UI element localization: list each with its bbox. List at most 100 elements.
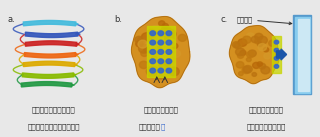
Text: 氷結晶と吸着する: 氷結晶と吸着する	[143, 107, 178, 113]
Circle shape	[236, 48, 245, 56]
Circle shape	[246, 33, 254, 40]
Circle shape	[147, 70, 157, 77]
Circle shape	[252, 62, 260, 68]
Circle shape	[158, 75, 164, 79]
Polygon shape	[295, 17, 310, 93]
Circle shape	[137, 37, 145, 45]
Polygon shape	[132, 17, 190, 88]
Circle shape	[261, 66, 270, 74]
Circle shape	[257, 62, 262, 66]
Circle shape	[236, 62, 244, 68]
Circle shape	[255, 39, 261, 44]
Circle shape	[138, 40, 148, 48]
Circle shape	[274, 40, 279, 44]
Circle shape	[248, 50, 256, 57]
Circle shape	[243, 36, 251, 43]
Circle shape	[148, 66, 158, 75]
Text: c.: c.	[220, 15, 227, 24]
Polygon shape	[25, 41, 77, 46]
Circle shape	[148, 45, 157, 52]
Polygon shape	[147, 26, 175, 77]
Circle shape	[178, 34, 187, 41]
Circle shape	[164, 61, 171, 66]
Circle shape	[258, 44, 267, 51]
Circle shape	[263, 47, 269, 52]
Circle shape	[147, 29, 157, 38]
Polygon shape	[292, 15, 311, 94]
Circle shape	[238, 72, 243, 76]
Text: a.: a.	[7, 15, 15, 24]
Circle shape	[150, 40, 156, 45]
Circle shape	[274, 56, 279, 60]
Circle shape	[165, 30, 176, 39]
Polygon shape	[22, 73, 74, 78]
Text: b.: b.	[115, 15, 123, 24]
Polygon shape	[298, 19, 309, 91]
Circle shape	[166, 68, 172, 73]
Circle shape	[164, 48, 173, 57]
Circle shape	[172, 50, 180, 57]
Circle shape	[159, 62, 167, 69]
Circle shape	[238, 39, 247, 46]
Circle shape	[151, 56, 157, 61]
Circle shape	[269, 40, 276, 46]
FancyArrow shape	[276, 49, 287, 60]
Circle shape	[144, 47, 151, 53]
Circle shape	[150, 71, 155, 76]
Circle shape	[246, 58, 251, 62]
Circle shape	[166, 31, 172, 36]
Circle shape	[240, 50, 246, 55]
Circle shape	[264, 53, 271, 59]
Circle shape	[159, 21, 165, 26]
Circle shape	[251, 36, 259, 43]
Circle shape	[258, 36, 267, 44]
Polygon shape	[23, 20, 76, 26]
Circle shape	[158, 31, 164, 36]
Circle shape	[166, 50, 172, 54]
Circle shape	[274, 48, 279, 52]
Circle shape	[135, 36, 143, 43]
Circle shape	[136, 41, 143, 47]
Circle shape	[232, 42, 240, 48]
Circle shape	[146, 67, 156, 75]
Circle shape	[166, 40, 172, 45]
Polygon shape	[229, 26, 279, 84]
Circle shape	[158, 59, 164, 64]
Circle shape	[247, 51, 254, 58]
Circle shape	[139, 44, 149, 53]
Circle shape	[158, 50, 164, 54]
Circle shape	[237, 53, 244, 58]
Circle shape	[158, 68, 164, 73]
Circle shape	[150, 31, 156, 36]
Circle shape	[242, 66, 251, 74]
Circle shape	[169, 67, 179, 76]
Circle shape	[141, 50, 148, 56]
Circle shape	[164, 35, 175, 44]
Circle shape	[162, 23, 168, 29]
Circle shape	[162, 26, 171, 34]
Circle shape	[243, 65, 252, 73]
Polygon shape	[21, 82, 72, 87]
Circle shape	[234, 43, 242, 49]
Circle shape	[158, 40, 164, 45]
Circle shape	[166, 59, 172, 64]
Circle shape	[274, 65, 279, 68]
Circle shape	[165, 39, 175, 47]
Circle shape	[141, 33, 152, 42]
Polygon shape	[23, 61, 75, 67]
Polygon shape	[24, 53, 76, 58]
Circle shape	[255, 33, 263, 40]
Circle shape	[151, 25, 161, 33]
Polygon shape	[272, 36, 281, 73]
Polygon shape	[25, 32, 78, 38]
Text: イシカリガマノホタケ: イシカリガマノホタケ	[32, 107, 76, 113]
Circle shape	[252, 72, 257, 76]
Circle shape	[150, 59, 156, 64]
Text: 氷結晶の吸着モデル: 氷結晶の吸着モデル	[247, 123, 286, 130]
Circle shape	[157, 29, 166, 37]
Text: 不凍タンパク質の立体構造: 不凍タンパク質の立体構造	[27, 123, 80, 130]
Circle shape	[150, 68, 156, 73]
Circle shape	[139, 61, 148, 68]
Text: 部位にある: 部位にある	[139, 123, 161, 130]
Circle shape	[161, 27, 172, 36]
